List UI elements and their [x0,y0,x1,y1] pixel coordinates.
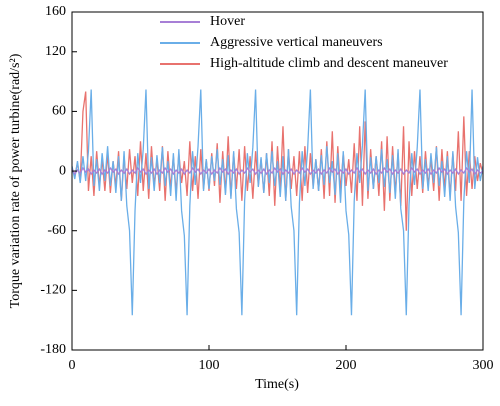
y-tick-label: 160 [45,4,66,19]
y-tick-label: 0 [59,163,66,178]
series-line [72,89,483,316]
series-line [72,166,483,176]
y-tick-label: -60 [47,223,66,238]
x-axis-label: Time(s) [255,377,299,392]
x-tick-label: 200 [336,358,357,373]
y-tick-label: 60 [52,104,66,119]
series-line [72,91,483,231]
plot-area [72,89,483,316]
plot-frame [71,11,484,351]
legend-label: High-altitude climb and descent maneuver [210,56,448,71]
y-axis-label: Torque variation rate of power turbine(r… [8,53,23,308]
legend-label: Aggressive vertical maneuvers [210,35,383,50]
y-tick-label: 120 [45,44,66,59]
legend-label: Hover [210,14,245,29]
x-tick-label: 100 [199,358,220,373]
y-tick-label: -120 [40,283,66,298]
x-tick-label: 300 [473,358,494,373]
y-tick-label: -180 [40,342,66,357]
x-tick-label: 0 [69,358,76,373]
